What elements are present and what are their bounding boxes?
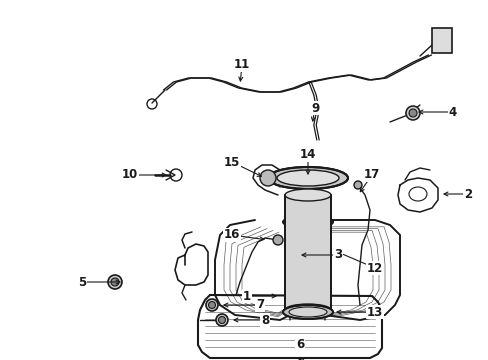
Circle shape bbox=[353, 181, 361, 189]
Text: 2: 2 bbox=[463, 188, 471, 201]
Ellipse shape bbox=[267, 167, 347, 189]
Circle shape bbox=[205, 299, 218, 311]
Bar bbox=[431, 28, 451, 53]
Text: 6: 6 bbox=[295, 357, 304, 360]
Ellipse shape bbox=[283, 305, 332, 319]
Text: 9: 9 bbox=[310, 102, 319, 114]
Text: 3: 3 bbox=[333, 248, 342, 261]
Circle shape bbox=[272, 235, 283, 245]
Text: 7: 7 bbox=[255, 298, 264, 311]
Ellipse shape bbox=[288, 307, 326, 317]
Text: 17: 17 bbox=[363, 168, 379, 181]
Bar bbox=[285, 195, 330, 310]
Ellipse shape bbox=[285, 189, 330, 201]
Text: 8: 8 bbox=[260, 314, 268, 327]
Bar bbox=[285, 195, 330, 310]
Circle shape bbox=[216, 314, 227, 326]
Text: 6: 6 bbox=[295, 338, 304, 351]
Circle shape bbox=[408, 109, 416, 117]
Circle shape bbox=[111, 278, 119, 286]
Text: 15: 15 bbox=[224, 156, 240, 168]
Circle shape bbox=[260, 170, 275, 186]
Circle shape bbox=[218, 316, 225, 324]
Text: 4: 4 bbox=[448, 105, 456, 118]
Circle shape bbox=[405, 106, 419, 120]
Ellipse shape bbox=[276, 170, 338, 186]
Circle shape bbox=[208, 302, 215, 309]
Text: 5: 5 bbox=[78, 275, 86, 288]
Circle shape bbox=[108, 275, 122, 289]
Text: 14: 14 bbox=[299, 148, 316, 162]
Text: 10: 10 bbox=[122, 168, 138, 181]
Text: 16: 16 bbox=[224, 229, 240, 242]
Text: 1: 1 bbox=[243, 289, 250, 302]
Text: 11: 11 bbox=[233, 58, 250, 72]
Ellipse shape bbox=[285, 304, 330, 316]
Text: 13: 13 bbox=[366, 306, 382, 319]
Text: 12: 12 bbox=[366, 261, 382, 274]
Ellipse shape bbox=[283, 216, 332, 228]
